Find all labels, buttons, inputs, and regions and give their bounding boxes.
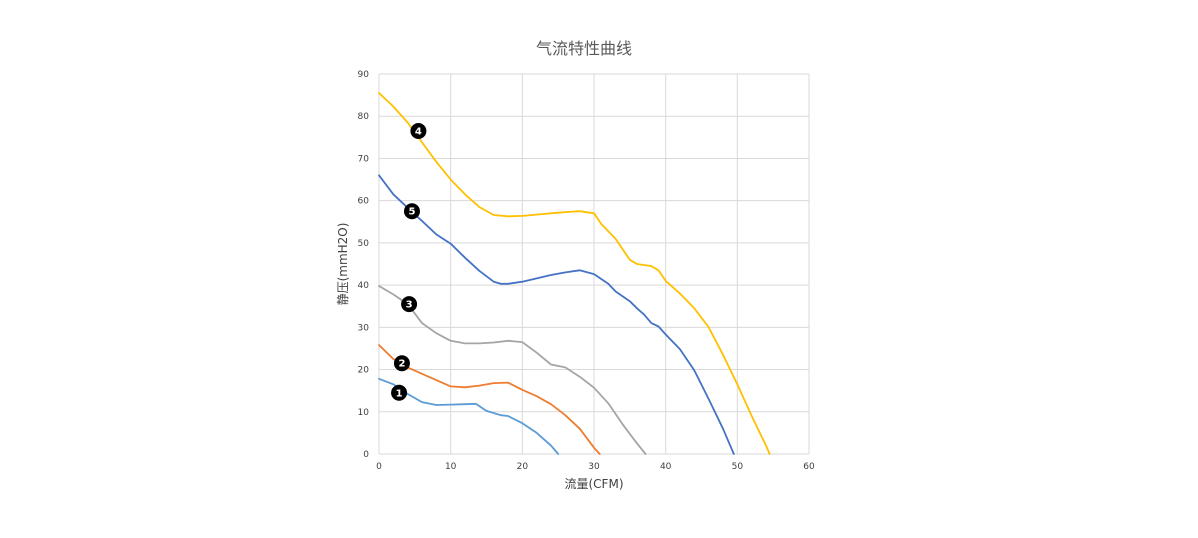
series-line-4: [378, 92, 771, 455]
y-axis-label: 静压(mmH2O): [336, 223, 350, 306]
series-marker-label-1: 1: [396, 388, 403, 399]
x-tick-label: 40: [660, 462, 672, 472]
series-marker-1: [391, 384, 408, 401]
x-tick-label: 0: [376, 462, 382, 472]
y-tick-label: 30: [358, 323, 370, 333]
series-marker-4: [410, 123, 427, 139]
series-lines: [378, 92, 771, 455]
x-axis-label: 流量(CFM): [565, 477, 624, 491]
x-tick-label: 30: [588, 462, 600, 472]
series-line-3: [378, 285, 647, 455]
x-tick-label: 10: [445, 462, 457, 472]
series-marker-3: [401, 296, 418, 313]
y-tick-label: 50: [358, 239, 370, 249]
y-tick-label: 0: [363, 450, 369, 460]
series-marker-5: [403, 203, 420, 220]
x-tick-label: 60: [803, 462, 815, 472]
x-tick-label: 20: [517, 462, 529, 472]
x-tick-label: 50: [732, 462, 744, 472]
series-line-1: [378, 377, 560, 455]
series-marker-label-3: 3: [406, 300, 413, 311]
series-marker-label-4: 4: [415, 127, 422, 138]
y-tick-label: 20: [358, 366, 370, 376]
tick-labels: 0 10 20 30 40 50 60 70 80 90 0 10 20 30 40 50 60: [358, 70, 815, 472]
y-tick-label: 40: [358, 281, 370, 291]
chart-title: 气流特性曲线: [536, 39, 632, 58]
series-marker-2: [393, 355, 410, 372]
series-line-2: [378, 344, 601, 455]
series-marker-label-5: 5: [408, 207, 415, 218]
series-markers: 1 2 3 4 5: [391, 123, 427, 401]
y-tick-label: 80: [358, 112, 370, 122]
y-tick-label: 60: [358, 197, 370, 207]
y-tick-label: 70: [358, 154, 370, 164]
series-marker-label-2: 2: [398, 359, 405, 370]
series-line-5: [378, 174, 735, 455]
y-tick-label: 10: [358, 408, 370, 418]
grid: [378, 73, 810, 455]
y-tick-label: 90: [358, 70, 370, 80]
